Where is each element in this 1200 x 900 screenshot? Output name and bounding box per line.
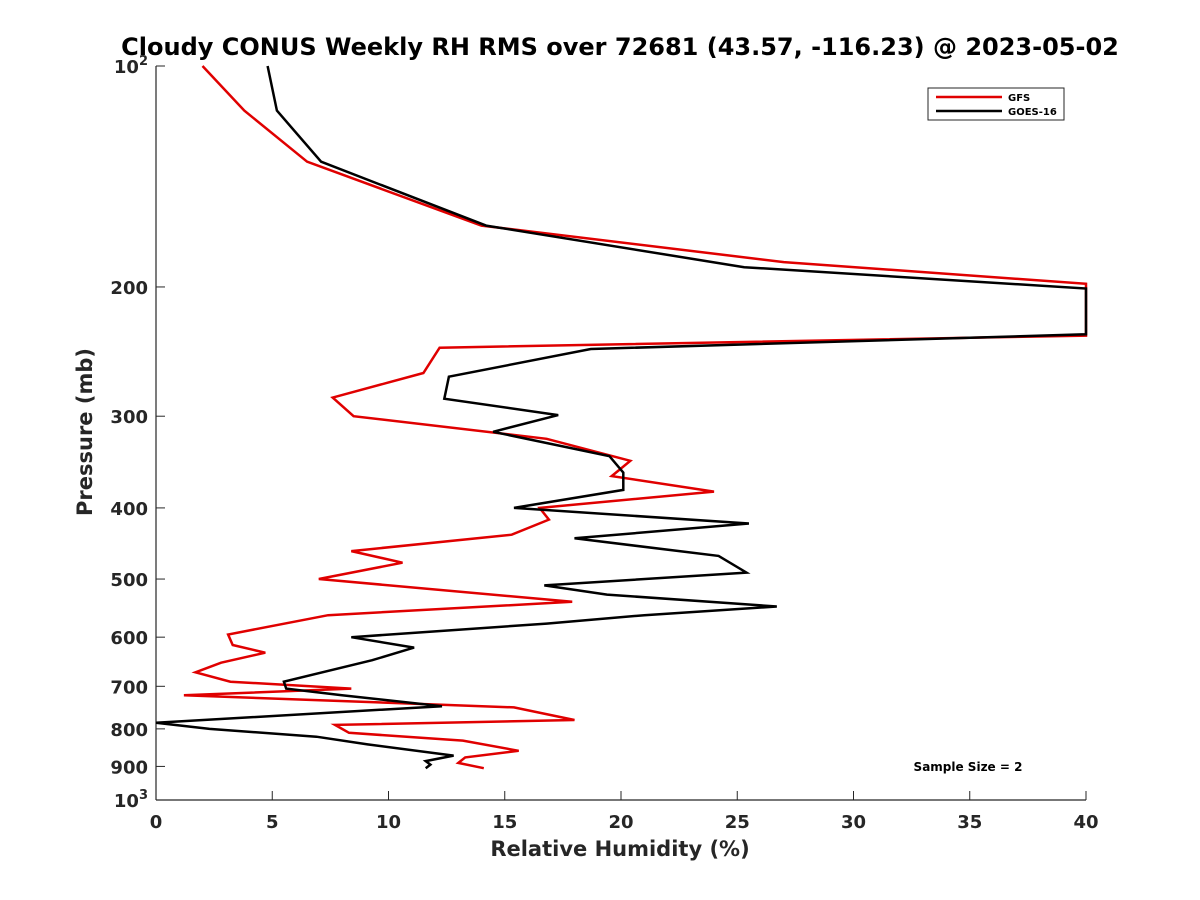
x-tick-label: 20 [608,812,633,833]
x-tick-label: 15 [492,812,517,833]
series-line-goes-16 [155,65,1088,770]
x-tick-label: 0 [150,812,163,833]
y-tick-label: 800 [110,720,148,741]
legend: GFS GOES-16 [927,87,1065,121]
y-axis-label: Pressure (mb) [73,348,97,516]
x-tick-label: 35 [957,812,982,833]
x-tick-label: 25 [725,812,750,833]
y-tick-label: 500 [110,570,148,591]
y-tick-label: 102 [114,54,148,78]
y-tick-label: 600 [110,628,148,649]
x-tick-label: 5 [266,812,279,833]
x-axis-label: Relative Humidity (%) [490,837,749,861]
series-line-gfs [183,65,1088,770]
legend-entry: GFS [1008,93,1030,104]
sample-size-annotation: Sample Size = 2 [914,760,1023,774]
y-tick-label: 400 [110,499,148,520]
y-tick-label: 103 [114,788,148,812]
series-layer [155,65,1088,770]
x-tick-label: 10 [376,812,401,833]
legend-box [927,87,1065,121]
y-tick-label: 200 [110,278,148,299]
x-tick-label: 40 [1073,812,1098,833]
y-tick-label: 300 [110,407,148,428]
chart-title: Cloudy CONUS Weekly RH RMS over 72681 (4… [121,33,1119,61]
axes: 0 5 10 15 20 25 30 35 40 102 200 300 400 500 600 700 800… [110,54,1098,833]
y-tick-label: 700 [110,677,148,698]
x-tick-label: 30 [841,812,866,833]
y-tick-label: 900 [110,757,148,778]
legend-entry: GOES-16 [1008,107,1057,118]
